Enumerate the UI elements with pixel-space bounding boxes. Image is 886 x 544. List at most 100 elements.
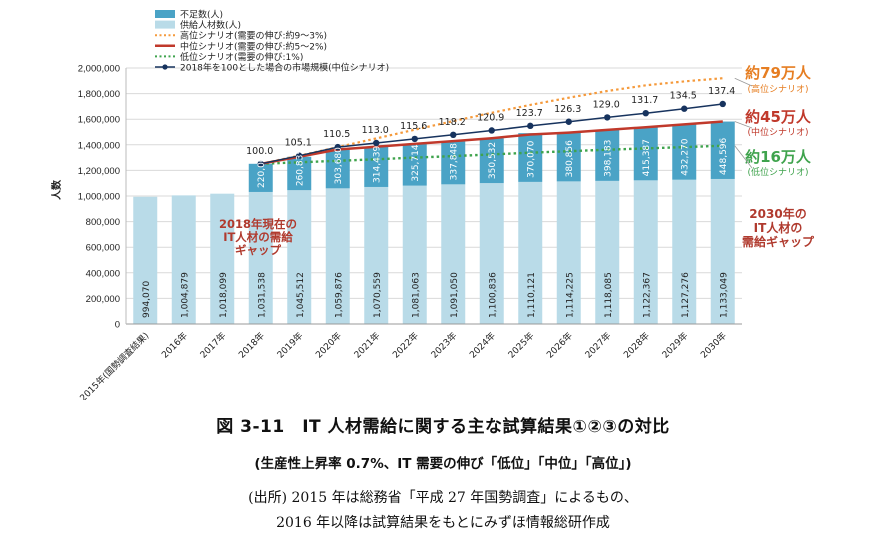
x-tick-label: 2030年 xyxy=(698,330,729,361)
market-index-point xyxy=(334,143,341,151)
supply-bar xyxy=(479,183,504,324)
supply-bar xyxy=(287,190,312,324)
market-index-label: 100.0 xyxy=(246,146,273,157)
shortage-bar xyxy=(633,127,658,181)
data-labels: 994,070 1,004,879 1,018,099 1,031,538 220,00… xyxy=(142,86,736,318)
x-tick-label: 2015年(国勢調査結果) xyxy=(77,330,151,400)
y-tick-label: 1,800,000 xyxy=(78,89,120,100)
market-index-label: 120.9 xyxy=(477,112,504,123)
supply-bar-label: 1,110,121 xyxy=(527,272,537,318)
y-tick-label: 1,000,000 xyxy=(78,192,120,203)
shortage-bar-label: 432,270 xyxy=(681,138,691,175)
legend-item: 高位シナリオ(需要の伸び:約9〜3%) xyxy=(155,30,327,42)
x-tick-label: 2024年 xyxy=(467,330,498,361)
x-tick-label: 2026年 xyxy=(544,330,575,361)
shortage-bar-label: 448,596 xyxy=(719,137,729,174)
shortage-bar xyxy=(556,132,581,182)
legend: 不足数(人)供給人材数(人)高位シナリオ(需要の伸び:約9〜3%)中位シナリオ(… xyxy=(155,9,389,74)
annotations: 約79万人(高位シナリオ) 約45万人(中位シナリオ) 約16万人(低位シナリオ) 2… xyxy=(219,64,815,257)
market-index-label: 113.0 xyxy=(362,125,389,136)
shortage-bar xyxy=(479,138,504,184)
annotation-gap-2018: 2018年現在の xyxy=(219,217,297,231)
annotation-mid-scenario: (中位シナリオ) xyxy=(747,126,808,138)
market-index-point xyxy=(257,160,264,168)
supply-bar xyxy=(364,186,389,324)
shortage-bar xyxy=(364,146,389,187)
supply-bar-label: 1,004,879 xyxy=(180,272,190,318)
supply-bar xyxy=(171,195,196,324)
supply-bar xyxy=(133,196,158,324)
market-index-label: 137.4 xyxy=(708,86,735,97)
supply-bar xyxy=(633,180,658,324)
shortage-bar-label: 350,532 xyxy=(488,142,498,179)
supply-bar xyxy=(210,193,235,324)
y-axis-title: 人数 xyxy=(50,179,63,200)
y-tick-label: 200,000 xyxy=(86,294,120,305)
x-tick-label: 2016年 xyxy=(159,330,190,361)
legend-swatch xyxy=(155,10,175,18)
market-index-label: 126.3 xyxy=(554,104,581,115)
market-index-label: 129.0 xyxy=(593,99,620,110)
x-tick-label: 2027年 xyxy=(582,330,613,361)
y-tick-label: 800,000 xyxy=(86,217,120,228)
x-tick-label: 2028年 xyxy=(621,330,652,361)
legend-label: 低位シナリオ(需要の伸び:1%) xyxy=(180,51,303,63)
supply-bar-label: 1,070,559 xyxy=(373,272,383,318)
legend-marker xyxy=(162,64,168,70)
legend-swatch xyxy=(155,20,175,29)
x-tick-label: 2022年 xyxy=(390,330,421,361)
legend-label: 供給人材数(人) xyxy=(180,19,241,31)
y-tick-label: 400,000 xyxy=(86,268,120,279)
annotation-high-value: 約79万人 xyxy=(745,64,812,82)
shortage-bar-label: 314,439 xyxy=(373,145,383,182)
market-index-point xyxy=(719,100,726,108)
supply-bar xyxy=(672,179,697,324)
annotation-high-scenario: (高位シナリオ) xyxy=(747,83,808,95)
callout-line-high xyxy=(734,77,753,87)
supply-bar-label: 1,091,050 xyxy=(450,272,460,318)
x-tick-label: 2020年 xyxy=(313,330,344,361)
supply-bar xyxy=(441,184,466,324)
supply-bar xyxy=(556,181,581,324)
bars xyxy=(133,121,735,324)
market-index-point xyxy=(373,139,380,147)
supply-bar-label: 1,114,225 xyxy=(565,272,575,318)
supply-bar-label: 1,122,367 xyxy=(642,272,652,318)
market-index-label: 105.1 xyxy=(285,138,312,149)
y-tick-label: 2,000,000 xyxy=(78,64,120,75)
figure-source-line-1: (出所) 2015 年は総務省「平成 27 年国勢調査」によるもの、 xyxy=(248,490,638,506)
legend-item: 2018年を100とした場合の市場規模(中位シナリオ) xyxy=(155,62,389,74)
shortage-bar xyxy=(248,163,273,192)
market-index-label: 118.2 xyxy=(439,117,466,128)
supply-bar xyxy=(325,188,350,324)
callout-line-low xyxy=(734,145,753,169)
supply-bar-label: 1,045,512 xyxy=(296,272,306,318)
supply-bar-label: 1,127,276 xyxy=(681,272,691,318)
market-index-point xyxy=(296,152,303,159)
y-tick-label: 1,400,000 xyxy=(78,140,120,151)
market-index-point xyxy=(527,122,534,130)
it-talent-chart: 994,070 1,004,879 1,018,099 1,031,538 220,00… xyxy=(50,9,815,401)
shortage-bar-label: 303,680 xyxy=(334,147,344,184)
shortage-bar xyxy=(518,133,543,182)
market-index-point xyxy=(411,135,418,143)
shortage-bar-label: 337,848 xyxy=(450,143,460,180)
shortage-bar xyxy=(325,149,350,189)
market-index-point xyxy=(450,131,457,139)
x-tick-label: 2025年 xyxy=(505,330,536,361)
y-tick-label: 1,600,000 xyxy=(78,115,120,126)
x-tick-label: 2017年 xyxy=(197,330,228,361)
annotation-mid-value: 約45万人 xyxy=(745,108,812,126)
shortage-bar xyxy=(402,143,427,186)
annotation-gap-2030: 2030年の xyxy=(749,206,806,221)
market-index-point xyxy=(565,118,572,125)
market-index-label: 110.5 xyxy=(323,129,350,140)
supply-bar-label: 1,100,836 xyxy=(488,272,498,318)
annotation-gap-2030: 需給ギャップ xyxy=(742,234,815,249)
supply-bar xyxy=(595,180,620,324)
figure-subtitle: (生産性上昇率 0.7%、IT 需要の伸び「低位」「中位」「高位」) xyxy=(254,456,632,472)
market-index-point xyxy=(604,114,611,121)
series-lines xyxy=(257,77,726,168)
shortage-bar xyxy=(710,121,735,179)
supply-bar xyxy=(402,185,427,324)
